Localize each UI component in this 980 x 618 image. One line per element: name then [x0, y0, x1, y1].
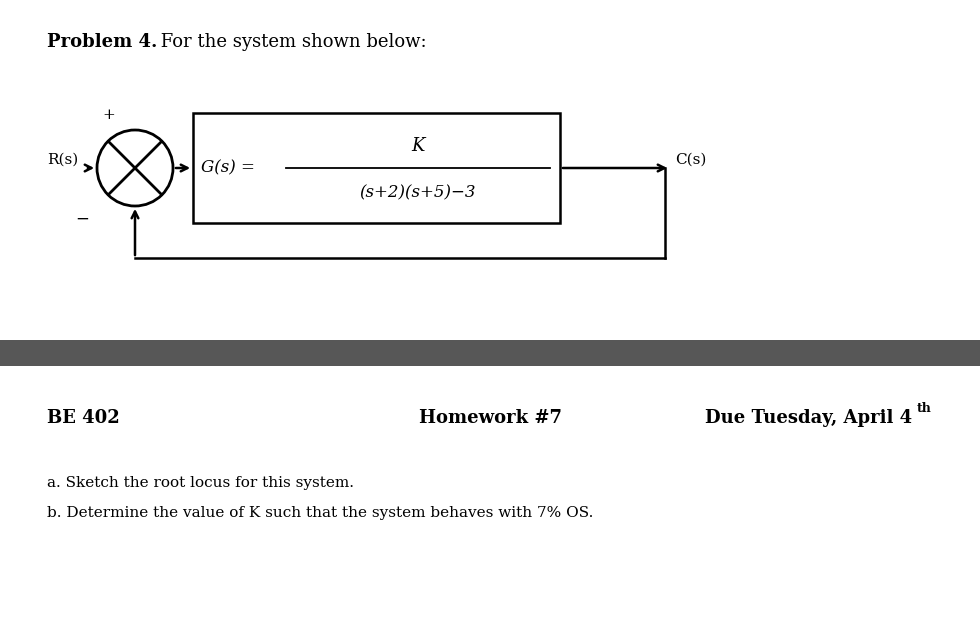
Text: C(s): C(s): [675, 153, 707, 167]
Text: Problem 4.: Problem 4.: [47, 33, 158, 51]
Text: a. Sketch the root locus for this system.: a. Sketch the root locus for this system…: [47, 476, 354, 490]
Text: BE 402: BE 402: [47, 409, 120, 427]
Text: Due Tuesday, April 4: Due Tuesday, April 4: [705, 409, 912, 427]
Text: +: +: [102, 108, 115, 122]
Text: R(s): R(s): [47, 153, 78, 167]
Text: For the system shown below:: For the system shown below:: [155, 33, 426, 51]
Bar: [0, 340, 980, 366]
Text: K: K: [412, 137, 424, 155]
Text: th: th: [917, 402, 932, 415]
Text: Homework #7: Homework #7: [418, 409, 562, 427]
Text: (s+2)(s+5)−3: (s+2)(s+5)−3: [360, 185, 476, 201]
Bar: [193, 113, 560, 223]
Text: G(s) =: G(s) =: [201, 159, 255, 177]
Text: b. Determine the value of K such that the system behaves with 7% OS.: b. Determine the value of K such that th…: [47, 506, 593, 520]
Text: −: −: [75, 211, 89, 228]
